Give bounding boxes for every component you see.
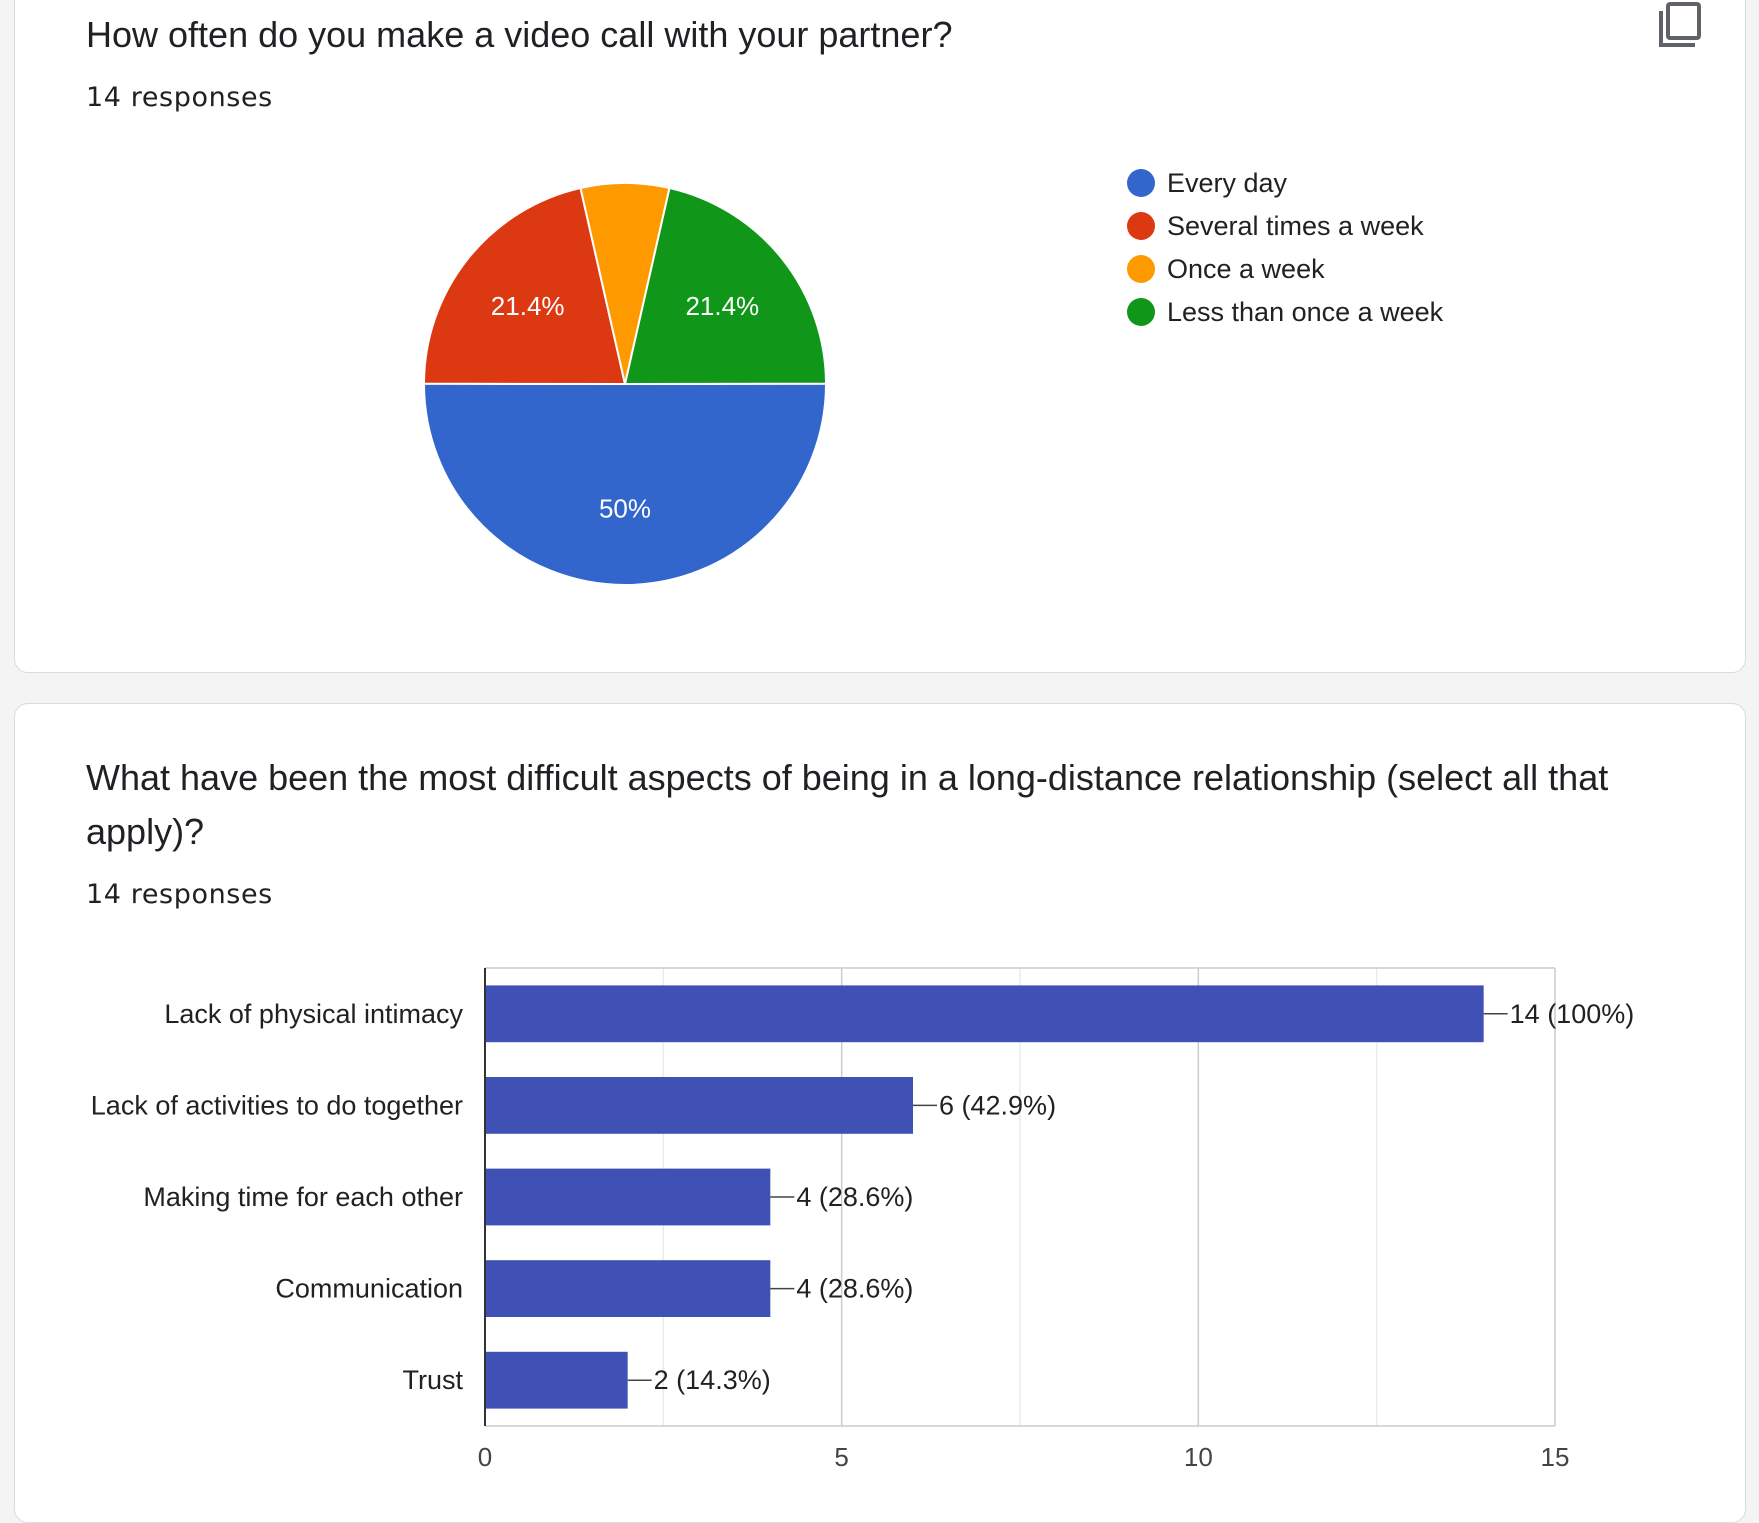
data-label: 2 (14.3%) <box>654 1365 771 1395</box>
x-tick-label: 0 <box>478 1442 492 1472</box>
x-tick-label: 10 <box>1184 1442 1213 1472</box>
legend-label: Once a week <box>1167 253 1325 284</box>
legend-swatch <box>1127 212 1155 240</box>
category-label: Lack of physical intimacy <box>164 999 463 1029</box>
copy-chart-button[interactable] <box>1651 0 1707 51</box>
question-card-difficulties: What have been the most difficult aspect… <box>14 703 1746 1523</box>
category-label: Lack of activities to do together <box>91 1090 463 1120</box>
question-title: What have been the most difficult aspect… <box>86 757 1609 852</box>
pie-slice-1[interactable] <box>422 382 828 586</box>
data-label: 14 (100%) <box>1510 999 1635 1029</box>
x-tick-label: 15 <box>1541 1442 1570 1472</box>
pie-slice-label: 50% <box>599 494 651 524</box>
legend-swatch <box>1127 255 1155 283</box>
bar[interactable] <box>485 985 1484 1043</box>
legend-label: Every day <box>1167 167 1288 198</box>
legend-item[interactable]: Several times a week <box>1127 210 1424 242</box>
bar[interactable] <box>485 1351 628 1409</box>
bar[interactable] <box>485 1260 771 1317</box>
legend-swatch <box>1127 298 1155 326</box>
pie-slice-2[interactable] <box>422 186 627 386</box>
data-label: 4 (28.6%) <box>796 1274 913 1304</box>
pie-slice-label: 21.4% <box>491 291 565 321</box>
x-tick-label: 5 <box>834 1442 848 1472</box>
bar[interactable] <box>485 1168 771 1226</box>
question-title: How often do you make a video call with … <box>86 14 953 55</box>
legend-item[interactable]: Every day <box>1127 167 1287 199</box>
legend-item[interactable]: Less than once a week <box>1127 296 1443 328</box>
pie-slice-4[interactable] <box>623 186 828 386</box>
data-label: 6 (42.9%) <box>939 1090 1056 1120</box>
copy-icon <box>1659 2 1701 47</box>
legend-label: Less than once a week <box>1167 296 1444 327</box>
response-count: 14 responses <box>86 82 273 113</box>
pie-chart: 50% 21.4% 21.4% <box>422 182 828 586</box>
legend-swatch <box>1127 169 1155 197</box>
data-label: 4 (28.6%) <box>796 1182 913 1212</box>
bar[interactable] <box>485 1077 913 1134</box>
pie-slice-label: 21.4% <box>685 291 759 321</box>
bar-chart: 0 5 10 15 Lack of physical intimacy 14 (100%)… <box>91 967 1635 1472</box>
category-label: Making time for each other <box>143 1182 463 1212</box>
category-label: Trust <box>403 1365 464 1395</box>
question-card-video-call: How often do you make a video call with … <box>14 0 1746 673</box>
category-label: Communication <box>275 1274 463 1304</box>
legend-label: Several times a week <box>1167 210 1424 241</box>
legend-item[interactable]: Once a week <box>1127 253 1325 285</box>
response-count: 14 responses <box>86 879 273 910</box>
